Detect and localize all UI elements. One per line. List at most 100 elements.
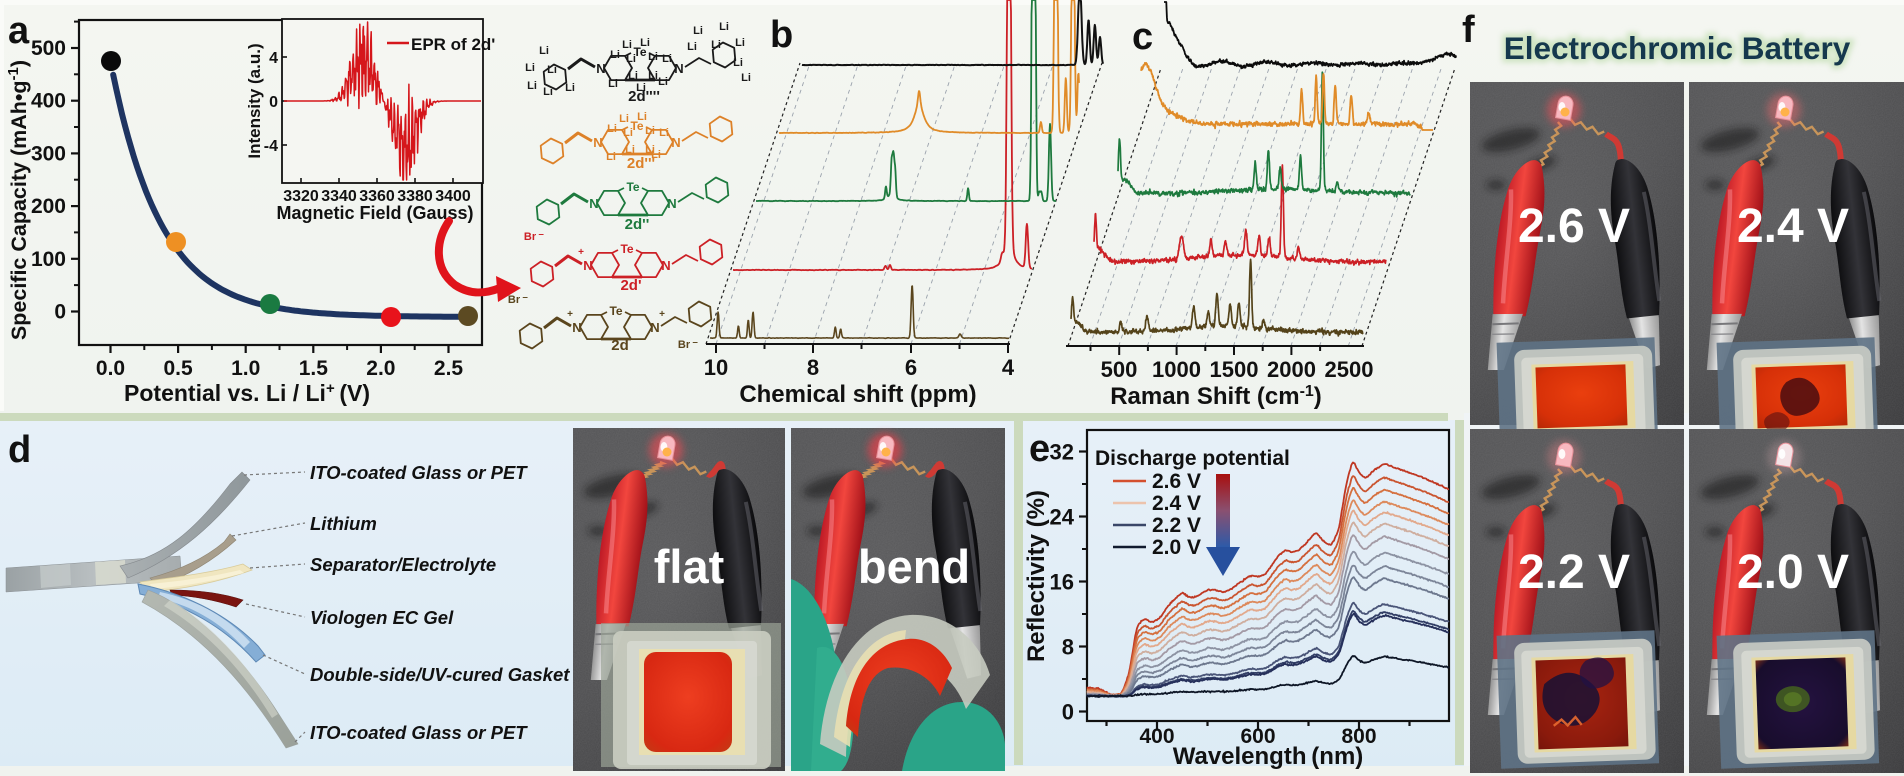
svg-text:Viologen EC Gel: Viologen EC Gel: [310, 607, 454, 628]
svg-text:e: e: [1029, 428, 1050, 470]
svg-text:2000: 2000: [1267, 357, 1316, 382]
svg-text:Li: Li: [687, 41, 697, 53]
svg-text:Li: Li: [622, 39, 632, 51]
svg-text:N: N: [650, 320, 659, 335]
svg-text:2500: 2500: [1325, 357, 1374, 382]
svg-text:Lithium: Lithium: [310, 513, 377, 534]
svg-text:Br ⁻: Br ⁻: [678, 339, 698, 351]
svg-text:f: f: [1462, 9, 1475, 51]
svg-text:2.5: 2.5: [434, 357, 464, 380]
svg-text:Chemical shift (ppm): Chemical shift (ppm): [739, 381, 976, 408]
svg-text:Li: Li: [625, 144, 635, 156]
svg-text:Wavelength (nm): Wavelength (nm): [1173, 743, 1364, 770]
svg-text:N: N: [583, 258, 592, 273]
svg-text:2.0 V: 2.0 V: [1152, 536, 1201, 559]
svg-text:2.4 V: 2.4 V: [1737, 200, 1849, 253]
svg-text:3340: 3340: [321, 188, 357, 205]
svg-text:b: b: [770, 14, 793, 56]
svg-text:Li: Li: [648, 51, 658, 63]
svg-text:2d: 2d: [611, 337, 629, 354]
svg-text:2d'': 2d'': [625, 216, 650, 233]
svg-text:10: 10: [704, 355, 728, 380]
svg-text:1.0: 1.0: [231, 357, 260, 380]
svg-text:Li: Li: [741, 72, 751, 84]
svg-text:100: 100: [31, 248, 66, 271]
svg-text:8: 8: [807, 355, 819, 380]
svg-text:500: 500: [1101, 357, 1138, 382]
svg-text:Specific Capacity (mAh•g-1): Specific Capacity (mAh•g-1): [5, 60, 32, 340]
svg-text:Li: Li: [626, 53, 636, 65]
svg-text:Electrochromic Battery: Electrochromic Battery: [1504, 30, 1851, 66]
svg-text:Intensity (a.u.): Intensity (a.u.): [245, 43, 264, 158]
svg-text:Li: Li: [619, 113, 629, 125]
svg-text:600: 600: [1240, 725, 1275, 748]
svg-text:Li: Li: [543, 86, 553, 98]
svg-text:ITO-coated Glass or PET: ITO-coated Glass or PET: [310, 722, 528, 743]
svg-text:N: N: [674, 61, 683, 76]
svg-text:bend: bend: [858, 540, 970, 593]
svg-text:0.5: 0.5: [163, 357, 193, 380]
svg-text:16: 16: [1050, 570, 1074, 595]
svg-text:Li: Li: [651, 149, 661, 161]
svg-text:+: +: [567, 309, 573, 320]
svg-text:N: N: [572, 320, 581, 335]
svg-text:400: 400: [1139, 725, 1174, 748]
svg-text:Li: Li: [733, 57, 743, 69]
svg-text:Raman Shift (cm-1): Raman Shift (cm-1): [1110, 383, 1322, 411]
svg-text:d: d: [8, 429, 31, 471]
svg-text:N: N: [661, 258, 670, 273]
svg-text:3400: 3400: [435, 188, 471, 205]
svg-text:Double-side/UV-cured Gasket: Double-side/UV-cured Gasket: [310, 664, 570, 685]
svg-text:Li: Li: [608, 78, 618, 90]
svg-text:2d'''': 2d'''': [628, 88, 660, 105]
svg-text:Discharge potential: Discharge potential: [1095, 447, 1290, 470]
svg-text:Li: Li: [628, 70, 638, 82]
svg-text:2.4 V: 2.4 V: [1152, 492, 1201, 515]
svg-text:Li: Li: [623, 127, 633, 139]
svg-text:3320: 3320: [283, 188, 319, 205]
svg-text:flat: flat: [654, 540, 725, 593]
svg-text:2.6 V: 2.6 V: [1518, 200, 1630, 253]
svg-text:400: 400: [31, 90, 66, 113]
svg-text:+: +: [578, 247, 584, 258]
svg-text:Li: Li: [606, 151, 616, 163]
svg-text:Li: Li: [525, 62, 535, 74]
svg-text:+: +: [659, 309, 665, 320]
svg-text:Li: Li: [735, 37, 745, 49]
svg-text:1500: 1500: [1210, 357, 1259, 382]
svg-text:Li: Li: [645, 144, 655, 156]
svg-text:Li: Li: [636, 82, 646, 94]
svg-text:Te: Te: [620, 242, 633, 256]
svg-text:0.0: 0.0: [96, 357, 125, 380]
svg-text:4: 4: [269, 50, 278, 67]
svg-text:Te: Te: [626, 180, 639, 194]
svg-text:3380: 3380: [397, 188, 433, 205]
svg-text:500: 500: [31, 37, 66, 60]
svg-text:0: 0: [269, 94, 278, 111]
svg-text:300: 300: [31, 142, 66, 165]
svg-text:32: 32: [1050, 440, 1074, 465]
svg-text:Li: Li: [539, 45, 549, 57]
svg-text:2.2 V: 2.2 V: [1518, 546, 1630, 599]
svg-text:Br ⁻: Br ⁻: [524, 231, 544, 243]
svg-text:2d''': 2d''': [627, 155, 655, 172]
svg-text:N: N: [671, 135, 680, 150]
svg-text:EPR of 2d': EPR of 2d': [411, 35, 495, 54]
svg-text:4: 4: [1002, 355, 1015, 380]
svg-text:24: 24: [1050, 505, 1075, 530]
svg-text:Li: Li: [527, 80, 537, 92]
svg-text:Li: Li: [659, 127, 669, 139]
svg-text:Li: Li: [640, 37, 650, 49]
svg-text:N: N: [589, 196, 598, 211]
svg-text:Li: Li: [637, 111, 647, 123]
svg-text:0: 0: [54, 301, 66, 324]
svg-text:c: c: [1132, 16, 1153, 58]
svg-text:a: a: [8, 10, 30, 52]
svg-text:N: N: [593, 135, 602, 150]
svg-text:Li: Li: [607, 123, 617, 135]
svg-text:Li: Li: [658, 76, 668, 88]
svg-text:800: 800: [1341, 725, 1376, 748]
svg-text:1.5: 1.5: [299, 357, 329, 380]
svg-text:Li: Li: [662, 53, 672, 65]
svg-text:2.2 V: 2.2 V: [1152, 514, 1201, 537]
